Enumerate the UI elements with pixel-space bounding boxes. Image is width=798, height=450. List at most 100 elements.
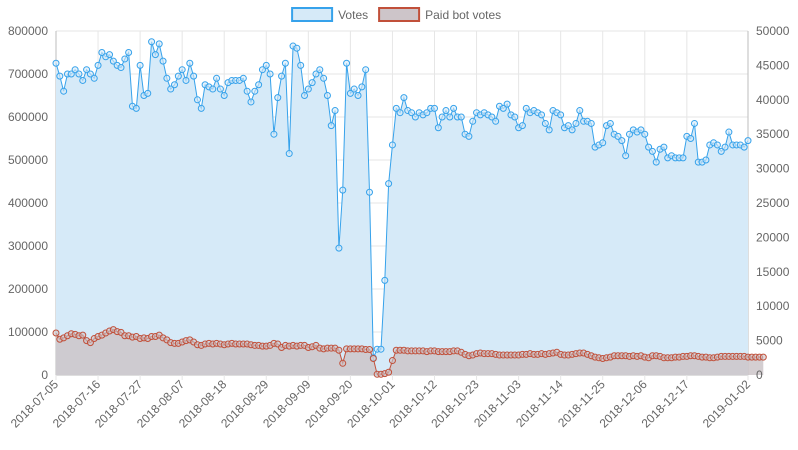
data-point[interactable] bbox=[541, 119, 549, 127]
data-point[interactable] bbox=[564, 122, 572, 130]
data-point[interactable] bbox=[197, 104, 205, 112]
data-point[interactable] bbox=[312, 70, 320, 78]
data-point[interactable] bbox=[388, 357, 396, 365]
data-point[interactable] bbox=[408, 109, 416, 117]
data-point[interactable] bbox=[618, 137, 626, 145]
data-point[interactable] bbox=[285, 150, 293, 158]
data-point[interactable] bbox=[522, 104, 530, 112]
data-point[interactable] bbox=[465, 132, 473, 140]
data-point[interactable] bbox=[117, 64, 125, 72]
data-point[interactable] bbox=[281, 59, 289, 67]
data-point[interactable] bbox=[186, 59, 194, 67]
data-point[interactable] bbox=[446, 113, 454, 121]
data-point[interactable] bbox=[622, 152, 630, 160]
data-point[interactable] bbox=[511, 113, 519, 121]
data-point[interactable] bbox=[687, 135, 695, 142]
data-point[interactable] bbox=[614, 132, 622, 140]
data-point[interactable] bbox=[297, 61, 305, 69]
data-point[interactable] bbox=[606, 119, 614, 127]
data-point[interactable] bbox=[90, 74, 98, 82]
data-point[interactable] bbox=[239, 74, 247, 82]
data-point[interactable] bbox=[759, 353, 767, 361]
data-point[interactable] bbox=[503, 100, 511, 108]
data-point[interactable] bbox=[702, 156, 710, 164]
data-point[interactable] bbox=[576, 107, 584, 115]
data-point[interactable] bbox=[469, 117, 477, 125]
data-point[interactable] bbox=[278, 72, 286, 80]
data-point[interactable] bbox=[331, 107, 339, 115]
data-point[interactable] bbox=[392, 104, 400, 112]
data-point[interactable] bbox=[178, 66, 186, 74]
data-point[interactable] bbox=[369, 354, 377, 362]
data-point[interactable] bbox=[258, 66, 266, 74]
data-point[interactable] bbox=[262, 61, 270, 69]
data-point[interactable] bbox=[396, 109, 404, 117]
data-point[interactable] bbox=[725, 128, 733, 136]
data-point[interactable] bbox=[499, 104, 507, 112]
data-point[interactable] bbox=[518, 122, 526, 130]
data-point[interactable] bbox=[148, 38, 156, 46]
data-point[interactable] bbox=[144, 89, 152, 97]
data-point[interactable] bbox=[60, 87, 68, 95]
data-point[interactable] bbox=[572, 119, 580, 127]
data-point[interactable] bbox=[155, 40, 163, 48]
data-point[interactable] bbox=[98, 49, 106, 56]
data-point[interactable] bbox=[216, 85, 224, 93]
data-point[interactable] bbox=[599, 139, 607, 147]
data-point[interactable] bbox=[388, 141, 396, 149]
data-point[interactable] bbox=[740, 143, 748, 151]
data-point[interactable] bbox=[304, 85, 312, 93]
data-point[interactable] bbox=[86, 70, 94, 78]
data-point[interactable] bbox=[381, 276, 389, 284]
data-point[interactable] bbox=[159, 57, 167, 65]
data-point[interactable] bbox=[438, 113, 446, 121]
legend-item-1[interactable]: Paid bot votes bbox=[378, 7, 501, 22]
data-point[interactable] bbox=[411, 113, 419, 121]
data-point[interactable] bbox=[125, 49, 133, 56]
data-point[interactable] bbox=[163, 74, 171, 82]
data-point[interactable] bbox=[660, 143, 668, 151]
data-point[interactable] bbox=[538, 111, 546, 119]
data-point[interactable] bbox=[327, 122, 335, 130]
data-point[interactable] bbox=[339, 359, 347, 367]
data-point[interactable] bbox=[251, 87, 259, 95]
data-point[interactable] bbox=[274, 94, 282, 102]
data-point[interactable] bbox=[366, 188, 373, 196]
data-point[interactable] bbox=[79, 76, 87, 84]
data-point[interactable] bbox=[109, 57, 117, 65]
data-point[interactable] bbox=[354, 92, 362, 99]
data-point[interactable] bbox=[323, 92, 331, 99]
data-point[interactable] bbox=[652, 158, 660, 166]
data-point[interactable] bbox=[450, 104, 458, 112]
data-point[interactable] bbox=[457, 113, 465, 121]
data-point[interactable] bbox=[350, 85, 358, 93]
data-point[interactable] bbox=[79, 331, 87, 339]
data-point[interactable] bbox=[190, 72, 198, 80]
data-point[interactable] bbox=[220, 92, 228, 99]
data-point[interactable] bbox=[385, 180, 393, 188]
data-point[interactable] bbox=[744, 137, 752, 145]
data-point[interactable] bbox=[308, 79, 316, 87]
data-point[interactable] bbox=[346, 89, 354, 97]
data-point[interactable] bbox=[335, 346, 343, 354]
data-point[interactable] bbox=[171, 81, 179, 89]
data-point[interactable] bbox=[320, 74, 328, 82]
data-point[interactable] bbox=[270, 130, 278, 138]
legend-item-0[interactable]: Votes bbox=[291, 7, 368, 22]
data-point[interactable] bbox=[431, 104, 438, 112]
data-point[interactable] bbox=[121, 55, 129, 63]
data-point[interactable] bbox=[255, 81, 263, 89]
data-point[interactable] bbox=[358, 83, 366, 91]
data-point[interactable] bbox=[266, 70, 274, 78]
data-point[interactable] bbox=[434, 124, 442, 132]
data-point[interactable] bbox=[75, 70, 83, 78]
data-point[interactable] bbox=[717, 147, 725, 155]
data-point[interactable] bbox=[56, 72, 64, 80]
data-point[interactable] bbox=[339, 186, 347, 194]
data-point[interactable] bbox=[637, 126, 645, 134]
data-point[interactable] bbox=[557, 111, 565, 119]
data-point[interactable] bbox=[94, 61, 102, 69]
data-point[interactable] bbox=[385, 368, 393, 376]
data-point[interactable] bbox=[423, 109, 431, 117]
data-point[interactable] bbox=[625, 130, 633, 138]
